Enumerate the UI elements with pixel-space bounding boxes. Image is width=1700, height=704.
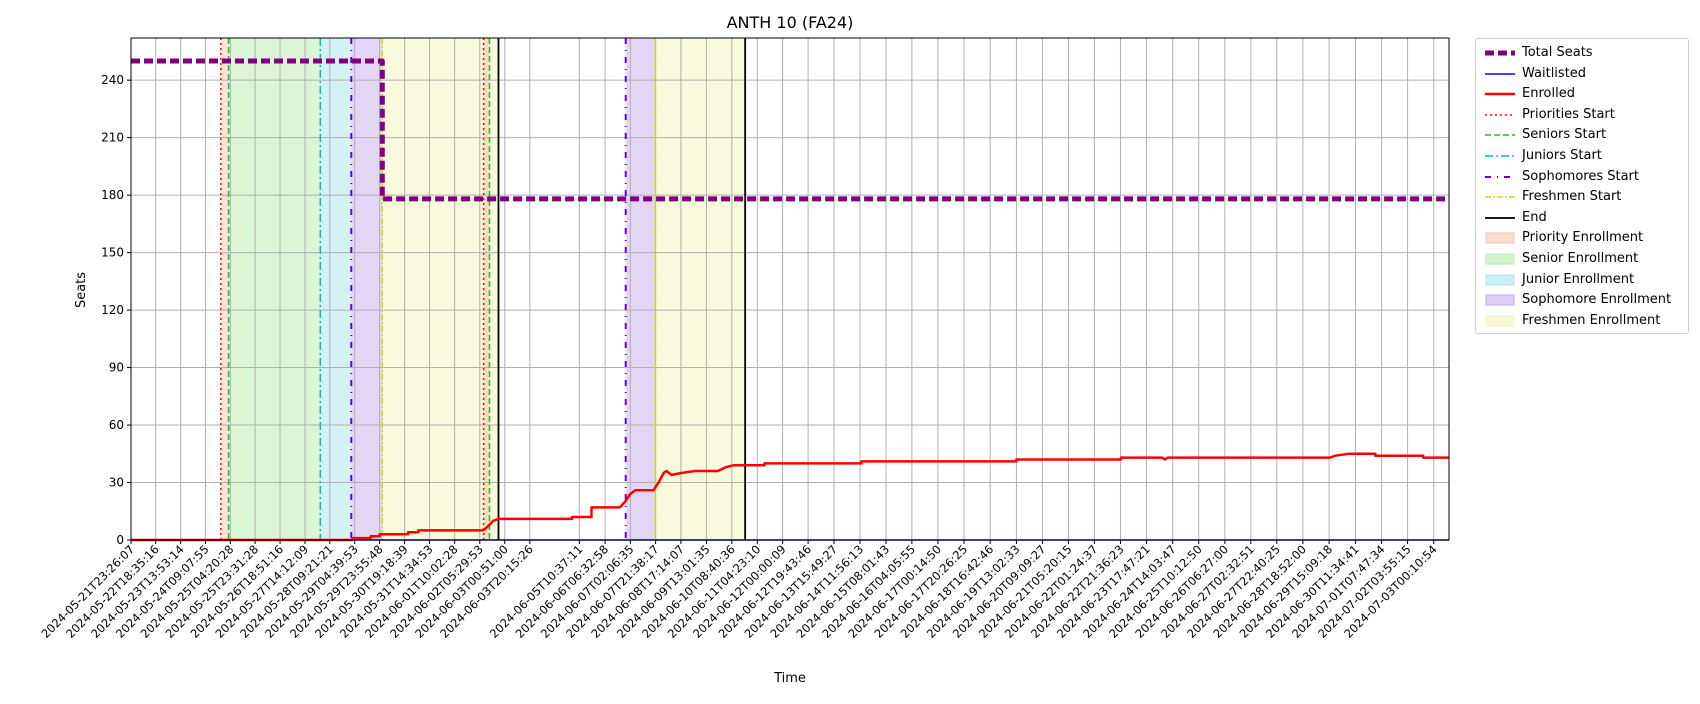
- legend-item-12: Sophomore Enrollment: [1476, 290, 1688, 310]
- y-tick-label-6: 180: [101, 188, 124, 202]
- legend-item-3: Priorities Start: [1476, 105, 1688, 125]
- legend-item-7: Freshmen Start: [1476, 187, 1688, 207]
- y-tick-label-3: 90: [109, 361, 124, 375]
- legend-item-11: Junior Enrollment: [1476, 270, 1688, 290]
- phase-band-2: [320, 38, 352, 540]
- grid-lines: [130, 38, 1449, 541]
- legend-label-10: Senior Enrollment: [1522, 251, 1639, 266]
- phase-band-0: [220, 38, 229, 540]
- legend-label-0: Total Seats: [1522, 45, 1593, 60]
- phase-markers: [220, 38, 747, 540]
- legend-item-13: Freshmen Enrollment: [1476, 311, 1688, 331]
- legend-swatch-2: [1485, 92, 1515, 96]
- legend-label-3: Priorities Start: [1522, 106, 1615, 122]
- series-line-0: [131, 58, 1449, 202]
- plot-frame: [130, 37, 1450, 541]
- legend-swatch-12: [1485, 294, 1515, 306]
- y-tick-label-4: 120: [101, 303, 124, 317]
- y-tick-label-8: 240: [101, 73, 124, 87]
- y-tick-label-5: 150: [101, 246, 124, 260]
- legend-label-9: Priority Enrollment: [1522, 230, 1644, 246]
- legend-label-13: Freshmen Enrollment: [1522, 312, 1661, 328]
- x-axis-label: Time: [773, 671, 806, 686]
- legend-label-2: Enrolled: [1522, 86, 1575, 102]
- legend-item-6: Sophomores Start: [1476, 167, 1688, 187]
- legend-label-7: Freshmen Start: [1522, 189, 1622, 205]
- series-line-2: [131, 452, 1449, 542]
- phase-band-3: [351, 38, 383, 540]
- legend-swatch-9: [1485, 232, 1515, 244]
- legend-patch-13: [1485, 315, 1515, 327]
- legend-patch-9: [1485, 232, 1515, 244]
- phase-band-7: [655, 38, 746, 540]
- legend-swatch-13: [1485, 315, 1515, 327]
- y-axis-label: Seats: [74, 272, 89, 308]
- y-tick-label-2: 60: [109, 418, 124, 432]
- phase-band-1: [228, 38, 321, 540]
- y-tick-label-7: 210: [101, 131, 124, 145]
- legend-label-6: Sophomores Start: [1522, 168, 1639, 184]
- y-tick-labels: 0 30 60 90 120 150 180 210 240: [101, 73, 131, 547]
- x-tick-labels: 2024-05-21T23:26:072024-05-22T18:35:1620…: [38, 540, 1440, 641]
- legend-label-12: Sophomore Enrollment: [1522, 292, 1672, 308]
- legend-swatch-5: [1485, 155, 1515, 157]
- phase-band-5: [483, 38, 490, 540]
- chart-title: ANTH 10 (FA24): [727, 13, 854, 32]
- legend-label-11: Junior Enrollment: [1522, 271, 1635, 287]
- legend-item-1: Waitlisted: [1476, 64, 1688, 84]
- legend-label-5: Juniors Start: [1522, 148, 1602, 163]
- legend-item-4: Seniors Start: [1476, 125, 1688, 145]
- legend-swatch-1: [1485, 72, 1515, 75]
- legend-item-10: Senior Enrollment: [1476, 249, 1688, 269]
- legend-item-9: Priority Enrollment: [1476, 228, 1688, 248]
- legend-swatch-6: [1485, 175, 1515, 178]
- legend-item-0: Total Seats: [1476, 43, 1688, 63]
- legend-swatch-7: [1485, 196, 1515, 198]
- legend-item-2: Enrolled: [1476, 84, 1688, 104]
- legend-swatch-0: [1485, 50, 1515, 56]
- legend-label-4: Seniors Start: [1522, 127, 1607, 143]
- legend-label-8: End: [1522, 209, 1547, 225]
- legend-item-8: End: [1476, 208, 1688, 228]
- y-tick-label-1: 30: [109, 476, 124, 490]
- phase-band-4: [382, 38, 499, 540]
- legend-swatch-4: [1485, 134, 1515, 137]
- legend-patch-10: [1485, 253, 1515, 265]
- y-tick-label-0: 0: [116, 533, 124, 547]
- chart-legend: Total Seats Waitlisted Enrolled Priorities …: [1475, 38, 1689, 334]
- legend-patch-12: [1485, 294, 1515, 306]
- legend-swatch-10: [1485, 253, 1515, 265]
- legend-swatch-8: [1485, 216, 1515, 219]
- legend-item-5: Juniors Start: [1476, 146, 1688, 166]
- legend-label-1: Waitlisted: [1522, 65, 1587, 81]
- legend-patch-11: [1485, 274, 1515, 286]
- legend-swatch-11: [1485, 274, 1515, 286]
- legend-swatch-3: [1485, 114, 1515, 116]
